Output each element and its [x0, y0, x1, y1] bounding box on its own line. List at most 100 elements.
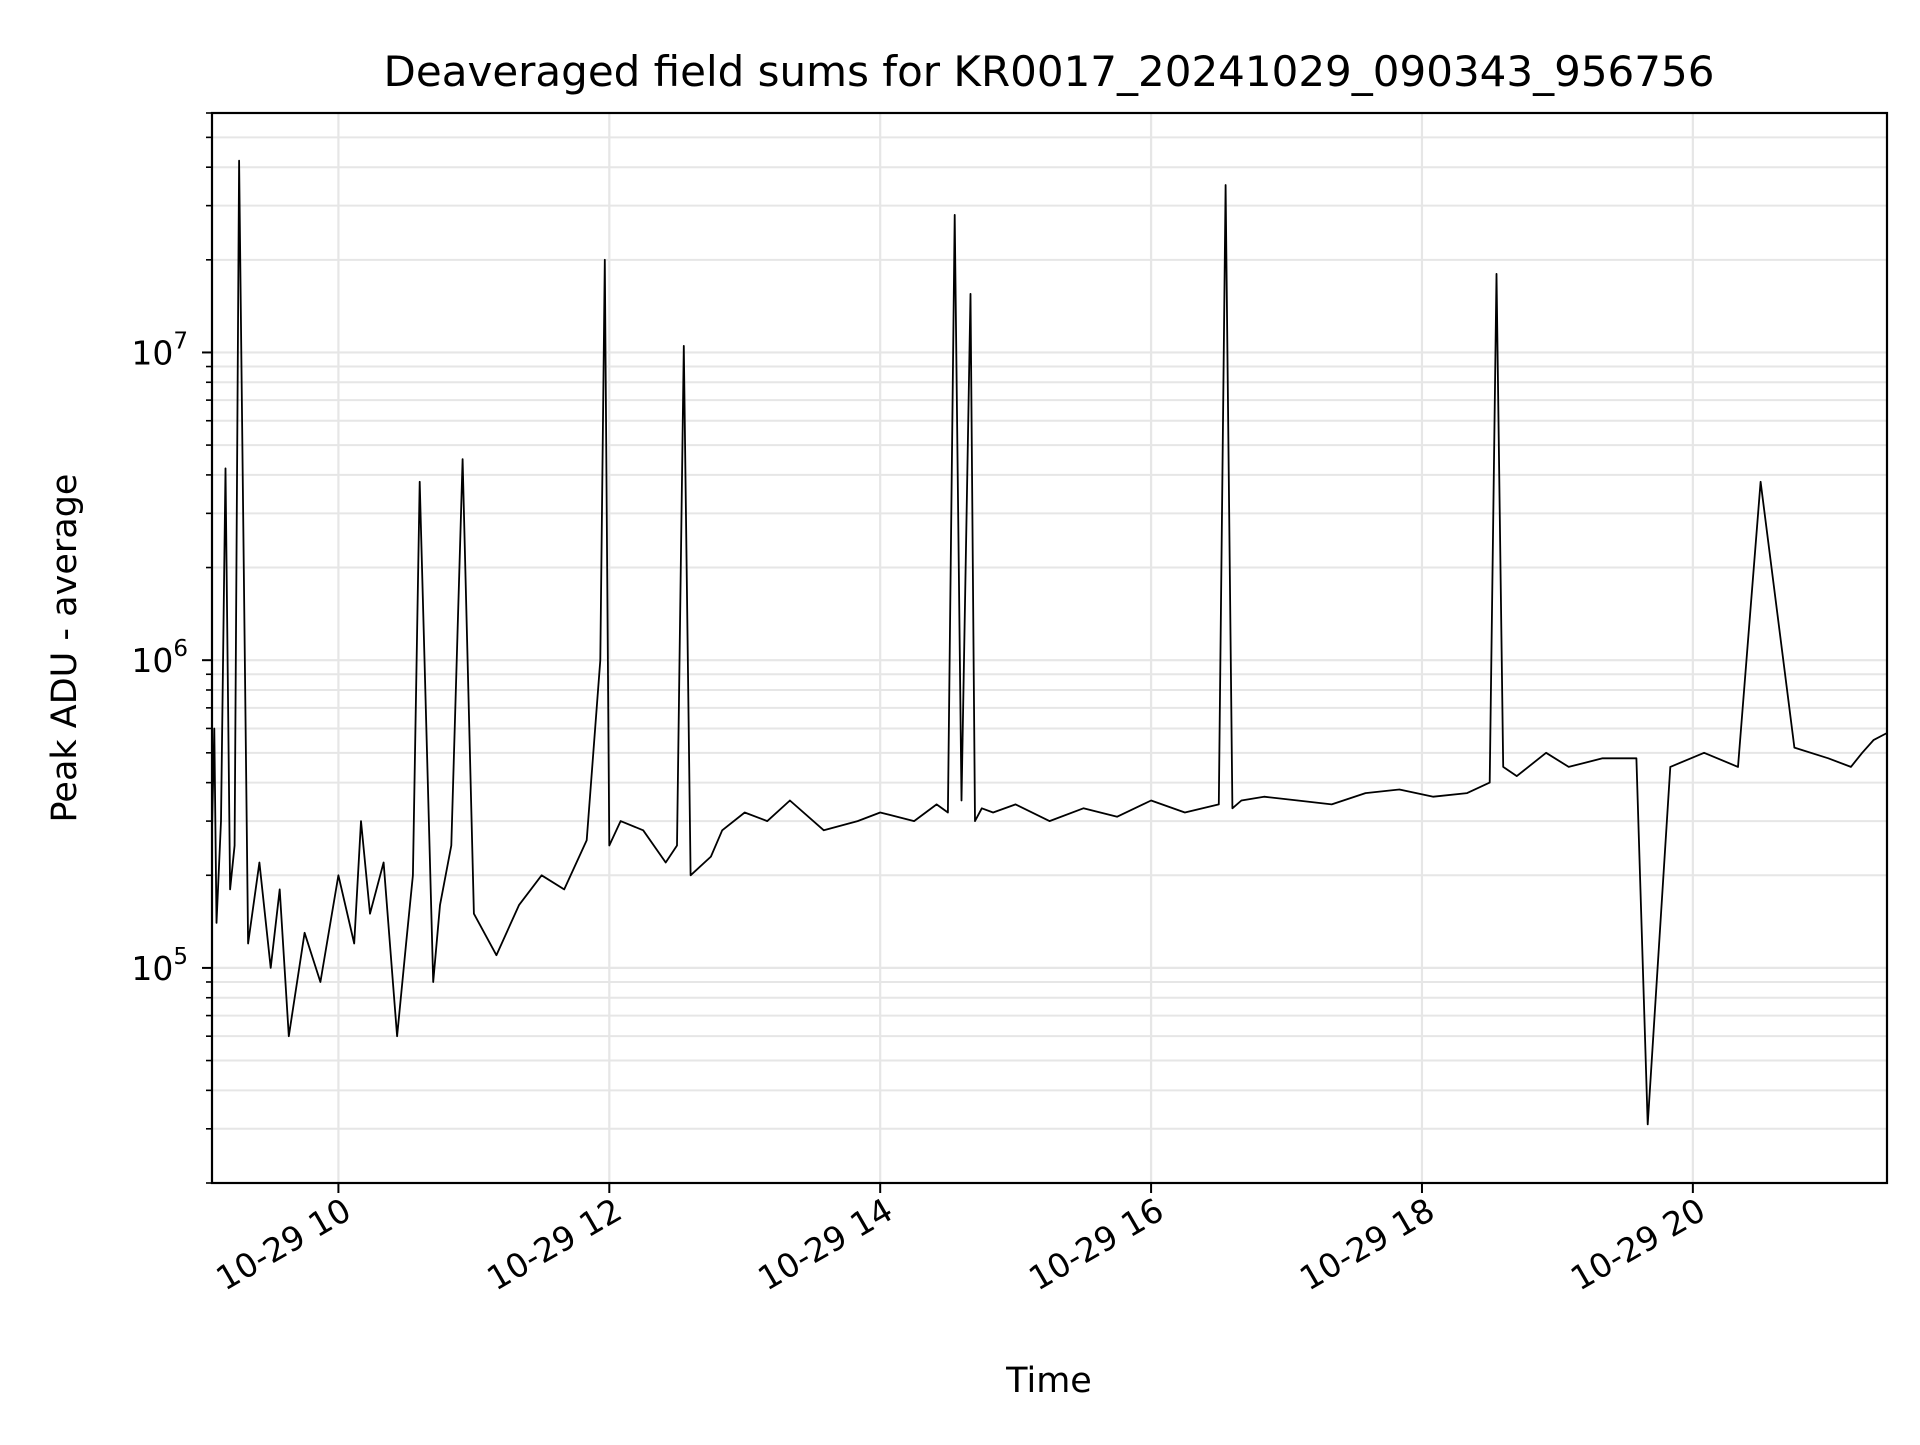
- data-point: [439, 904, 441, 906]
- data-point: [981, 807, 983, 809]
- data-point: [213, 727, 215, 730]
- data-point: [1602, 757, 1604, 759]
- data-point: [960, 799, 963, 802]
- data-point: [721, 829, 723, 831]
- data-point: [642, 829, 644, 831]
- data-point: [1225, 184, 1227, 186]
- y-axis-label: Peak ADU - average: [45, 474, 85, 823]
- data-point: [1850, 766, 1852, 768]
- data-point: [1048, 820, 1051, 822]
- data-point: [1495, 273, 1498, 275]
- data-point: [1331, 803, 1333, 806]
- data-point: [1015, 803, 1017, 806]
- data-point: [766, 820, 768, 822]
- data-point: [690, 874, 692, 876]
- data-point: [1432, 796, 1434, 798]
- data-point: [1297, 799, 1299, 802]
- data-point: [1116, 816, 1118, 818]
- series-line: [211, 159, 1888, 1126]
- data-point: [247, 942, 249, 945]
- data-point: [676, 844, 678, 847]
- data-point: [337, 874, 339, 876]
- y-tick-label: 105: [131, 944, 188, 988]
- data-point: [473, 913, 475, 915]
- data-point: [412, 874, 414, 876]
- series-layer: [211, 159, 1888, 1126]
- data-point: [288, 1035, 290, 1037]
- data-point: [1150, 799, 1152, 802]
- data-point: [1793, 747, 1795, 749]
- data-point: [1647, 1123, 1649, 1125]
- data-point: [1502, 766, 1504, 768]
- y-tick-label-exponent: 6: [173, 636, 188, 662]
- data-point: [1827, 757, 1829, 759]
- data-point: [220, 820, 222, 822]
- data-point: [913, 820, 915, 822]
- data-point: [1861, 752, 1863, 754]
- y-tick-label: 107: [131, 328, 188, 372]
- data-point: [974, 820, 976, 822]
- data-point: [234, 844, 236, 847]
- data-point: [857, 820, 859, 822]
- plot-frame: [210, 111, 1889, 1185]
- y-tick-label-exponent: 5: [173, 944, 188, 970]
- major-gridlines: [212, 113, 1887, 1183]
- data-point: [1635, 757, 1637, 759]
- data-point: [1872, 739, 1875, 741]
- data-point: [1364, 792, 1367, 794]
- data-point: [936, 803, 938, 806]
- data-point: [1568, 766, 1570, 768]
- data-point: [599, 659, 601, 661]
- data-point: [823, 829, 825, 831]
- data-point: [353, 942, 355, 945]
- data-point: [215, 922, 218, 924]
- x-axis-label: Time: [1005, 1361, 1092, 1401]
- data-point: [518, 904, 520, 906]
- data-point: [1466, 792, 1468, 794]
- data-point: [879, 811, 881, 814]
- data-point: [405, 942, 407, 945]
- data-point: [229, 888, 231, 891]
- data-point: [450, 844, 452, 847]
- data-point: [238, 160, 240, 162]
- data-point: [1703, 752, 1705, 754]
- y-tick-label-base: 10: [131, 949, 173, 988]
- data-point: [954, 214, 956, 216]
- data-point: [383, 861, 385, 864]
- y-tick-label-base: 10: [131, 641, 173, 680]
- data-point: [969, 293, 972, 295]
- data-point: [1669, 766, 1671, 768]
- data-point: [744, 811, 746, 814]
- data-point: [1184, 811, 1186, 814]
- data-point: [270, 967, 272, 969]
- data-point: [541, 874, 543, 876]
- data-point: [396, 1035, 398, 1037]
- y-tick-label-base: 10: [131, 333, 173, 372]
- data-point: [1489, 782, 1491, 784]
- data-point: [586, 839, 588, 841]
- data-point: [563, 888, 565, 891]
- data-point: [304, 932, 306, 934]
- data-point: [360, 820, 362, 822]
- data-point: [419, 481, 421, 483]
- data-point: [683, 345, 685, 347]
- data-point: [1545, 752, 1547, 754]
- data-point: [608, 844, 610, 847]
- y-tick-label: 106: [131, 636, 188, 680]
- data-point: [710, 856, 712, 858]
- data-point: [947, 811, 949, 814]
- data-point: [1231, 807, 1233, 809]
- chart-title: Deaveraged field sums for KR0017_2024102…: [384, 47, 1715, 96]
- data-point: [462, 458, 464, 460]
- data-point: [992, 811, 994, 814]
- data-point: [319, 981, 321, 983]
- data-point: [1516, 775, 1518, 777]
- data-point: [1263, 796, 1265, 798]
- data-point: [258, 861, 260, 864]
- data-point: [620, 820, 622, 822]
- data-point: [604, 259, 606, 261]
- data-point: [1082, 807, 1084, 809]
- data-point: [432, 981, 434, 983]
